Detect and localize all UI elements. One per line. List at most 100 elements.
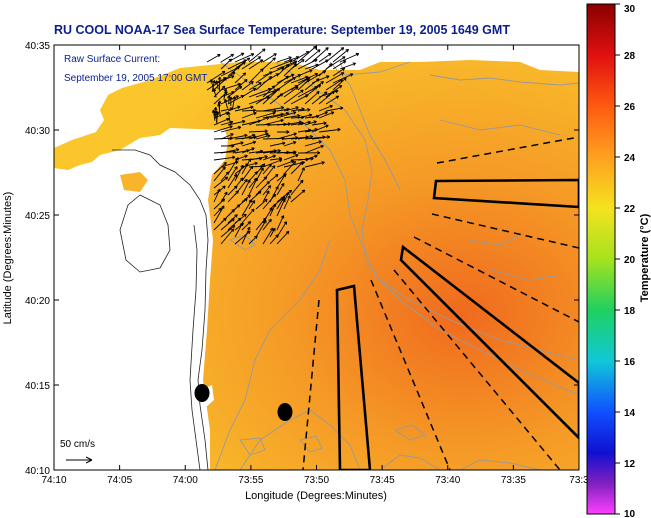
current-vector <box>283 63 298 77</box>
current-vector <box>262 185 272 196</box>
current-vector <box>283 195 291 210</box>
current-vector <box>311 111 328 119</box>
y-tick-label: 40:35 <box>25 41 50 52</box>
current-vector <box>276 198 286 217</box>
scale-label: 50 cm/s <box>60 439 95 450</box>
current-vector <box>255 71 273 84</box>
current-vector <box>318 111 335 119</box>
current-vector <box>220 228 235 245</box>
current-vector <box>227 105 241 112</box>
y-axis-label: Latitude (Degrees:Minutes) <box>2 192 14 325</box>
colorbar-tick-label: 28 <box>624 51 636 62</box>
current-vector <box>220 95 239 105</box>
x-tick-label: 74:05 <box>107 475 132 486</box>
current-vector <box>262 190 270 203</box>
current-vector <box>241 158 252 175</box>
current-vector <box>283 74 302 84</box>
current-vector <box>262 105 285 112</box>
current-vector <box>234 53 255 63</box>
current-vector <box>262 87 281 105</box>
current-vector <box>269 234 279 245</box>
current-vector <box>332 60 347 70</box>
current-vector <box>304 49 321 63</box>
current-vector <box>276 215 285 231</box>
current-vector <box>213 198 226 210</box>
current-vector <box>234 164 244 182</box>
current-vector <box>311 135 331 140</box>
current-vector <box>283 151 297 155</box>
current-vector <box>262 53 277 63</box>
current-vector <box>248 155 268 161</box>
annotation-line-1: Raw Surface Current: <box>64 54 160 65</box>
radial-lines <box>302 136 579 470</box>
current-vector <box>241 199 253 217</box>
current-vector <box>248 177 258 196</box>
current-vector <box>332 48 349 63</box>
current-vector <box>318 127 341 133</box>
annotation-line-2: September 19, 2005 17:00 GMT <box>64 73 207 84</box>
current-vector <box>227 141 244 147</box>
current-vector <box>276 132 297 140</box>
current-vector <box>262 227 274 245</box>
current-vector <box>283 153 299 161</box>
current-vector <box>332 77 347 91</box>
current-vector <box>290 179 304 196</box>
current-vector <box>269 174 279 182</box>
current-vector <box>220 133 234 140</box>
x-axis: 74:10 74:05 74:00 73:55 73:50 73:45 73:40 73:35… <box>41 45 589 486</box>
colorbar: 30 28 26 24 22 20 18 16 14 12 10 Temperature (°C) <box>586 3 651 518</box>
current-vector <box>241 226 251 245</box>
current-vector <box>304 140 322 147</box>
current-vector <box>248 132 269 140</box>
current-vector <box>241 179 251 196</box>
x-tick-label: 73:35 <box>501 475 526 486</box>
current-vector <box>304 78 320 91</box>
current-vector <box>206 54 221 63</box>
current-vector <box>262 163 272 175</box>
sst-field <box>54 60 579 470</box>
current-vector <box>283 89 304 105</box>
current-vector <box>276 56 292 63</box>
y-tick-label: 40:15 <box>25 381 50 392</box>
current-vector <box>297 45 317 63</box>
current-vector <box>213 217 227 231</box>
current-vector <box>241 81 254 91</box>
current-vector <box>304 161 325 168</box>
bathymetry-contours <box>214 61 579 470</box>
current-vector <box>255 76 273 91</box>
current-vector <box>269 59 293 70</box>
radar-site-marker <box>277 403 293 421</box>
current-vector <box>297 113 313 119</box>
colorbar-tick-label: 20 <box>624 255 636 266</box>
current-vector <box>227 119 246 126</box>
current-vector <box>283 114 301 119</box>
current-vector <box>227 61 246 77</box>
current-vector <box>297 108 311 112</box>
current-vector <box>227 217 242 231</box>
current-vector <box>213 176 229 189</box>
current-vector <box>234 79 248 91</box>
current-vector <box>206 70 226 84</box>
colorbar-gradient <box>586 3 616 515</box>
coastline <box>119 194 171 273</box>
x-tick-label: 74:00 <box>173 475 198 486</box>
current-vector <box>262 118 284 126</box>
current-vector <box>223 98 229 109</box>
current-vector <box>325 95 340 105</box>
x-tick-label: 73:3 <box>569 475 589 486</box>
current-vector <box>213 188 221 203</box>
x-tick-label: 73:45 <box>370 475 395 486</box>
current-vector <box>227 166 238 182</box>
current-vector <box>241 56 262 70</box>
x-tick-label: 73:50 <box>304 475 329 486</box>
current-vector <box>227 157 239 175</box>
coastline <box>189 224 201 470</box>
current-vector <box>311 59 329 70</box>
surface-current-vectors <box>206 45 360 245</box>
current-vector <box>215 80 219 90</box>
current-vector <box>290 189 306 203</box>
current-vector <box>255 219 267 238</box>
current-vector <box>304 91 320 105</box>
current-vector <box>276 173 286 189</box>
